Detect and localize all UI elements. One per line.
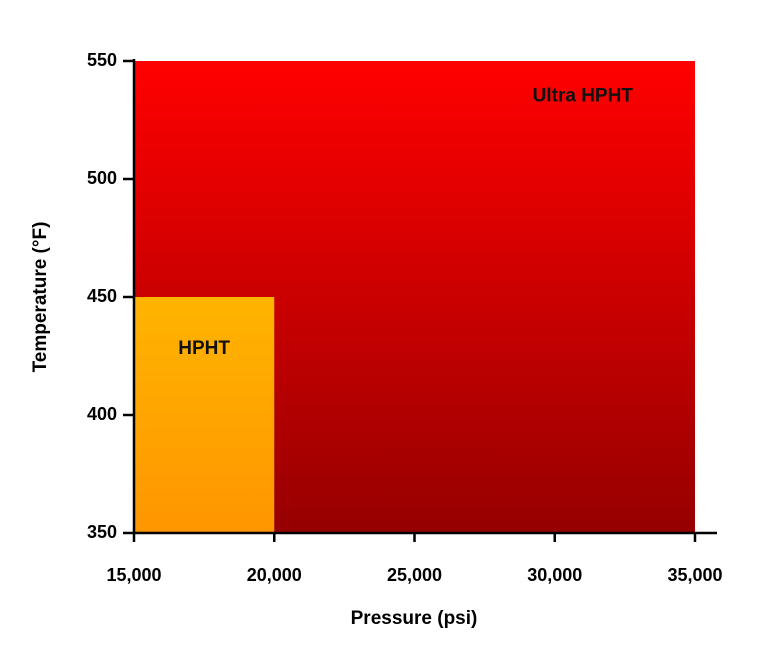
axes-layer: 15,000 20,000 25,000 30,000 35,000 350 400 450 5… [87, 50, 723, 585]
y-tick-label: 500 [87, 168, 117, 188]
y-axis-title: Temperature (°F) [30, 222, 51, 373]
region-labels-layer: Ultra HPHT HPHT [178, 85, 633, 359]
x-axis-title: Pressure (psi) [351, 608, 478, 629]
x-tick-label: 25,000 [387, 565, 442, 585]
y-tick-label: 350 [87, 522, 117, 542]
x-tick-label: 30,000 [527, 565, 582, 585]
region-label-ultra-hpht: Ultra HPHT [533, 85, 634, 106]
region-label-hpht: HPHT [178, 338, 230, 359]
x-tick-label: 20,000 [247, 565, 302, 585]
regions-layer [134, 61, 695, 533]
y-tick-label: 550 [87, 50, 117, 70]
region-hpht [134, 297, 275, 533]
y-tick-label: 400 [87, 404, 117, 424]
y-tick-label: 450 [87, 286, 117, 306]
x-tick-label: 35,000 [667, 565, 722, 585]
x-tick-label: 15,000 [106, 565, 161, 585]
